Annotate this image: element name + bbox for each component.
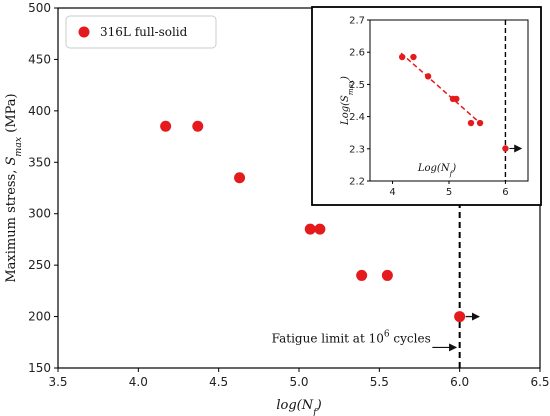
y-tick-label: 450 [28, 52, 51, 66]
y-tick-label: 150 [28, 361, 51, 375]
y-tick-label: 200 [28, 310, 51, 324]
legend-label: 316L full-solid [100, 25, 188, 39]
data-point [160, 120, 172, 132]
y-tick-label: 500 [28, 1, 51, 15]
inset-fit-line [400, 52, 482, 125]
y-tick-label: 400 [28, 104, 51, 118]
x-tick-label: 4.5 [209, 375, 228, 389]
inset-data-point [502, 145, 509, 152]
inset-y-axis-title: Log(Smax) [340, 76, 355, 126]
x-tick-label: 6.0 [450, 375, 469, 389]
data-point [454, 311, 466, 323]
inset-data-point [398, 53, 406, 61]
y-axis-title: Maximum stress, Smax (MPa) [4, 93, 24, 282]
x-tick-label: 6.5 [530, 375, 549, 389]
data-point [234, 172, 246, 184]
data-point [356, 269, 368, 281]
y-tick-label: 300 [28, 207, 51, 221]
inset-x-tick-label: 4 [389, 187, 395, 198]
y-tick-label: 250 [28, 258, 51, 272]
x-tick-label: 5.0 [289, 375, 308, 389]
y-tick-label: 350 [28, 155, 51, 169]
inset-plot-frame [369, 19, 529, 182]
inset-data-point [476, 119, 484, 127]
legend-frame [65, 15, 217, 49]
legend-marker [78, 26, 90, 38]
inset-x-axis-title: Log(Nf) [417, 163, 456, 178]
data-point [381, 269, 393, 281]
inset-y-tick-label: 2.3 [349, 144, 365, 155]
data-point [314, 223, 326, 235]
x-tick-label: 3.5 [48, 375, 67, 389]
inset-x-tick-label: 6 [502, 187, 508, 198]
inset-y-tick-label: 2.5 [349, 80, 365, 91]
inset-plot: 4 5 6 2.2 2.3 2.4 2.5 2.6 2.7 Log(Nf) Log(Smax) [311, 6, 542, 206]
data-point [304, 223, 316, 235]
inset-data-point [424, 73, 432, 80]
inset-data-point [453, 95, 460, 103]
inset-data-point [467, 119, 475, 127]
inset-y-tick-label: 2.7 [349, 16, 365, 27]
inset-y-tick-label: 2.4 [349, 112, 365, 123]
x-axis-title: log(Nf) [276, 398, 321, 416]
inset-y-tick-label: 2.6 [349, 48, 365, 59]
inset-x-tick-label: 5 [446, 187, 452, 198]
data-point [192, 120, 204, 132]
fatigue-limit-annotation: Fatigue limit at 106 cycles [272, 329, 431, 345]
legend: 316L full-solid [65, 15, 217, 49]
inset-y-tick-label: 2.2 [349, 177, 365, 188]
x-tick-label: 4.0 [129, 375, 148, 389]
inset-data-point [410, 53, 417, 61]
x-tick-label: 5.5 [370, 375, 389, 389]
